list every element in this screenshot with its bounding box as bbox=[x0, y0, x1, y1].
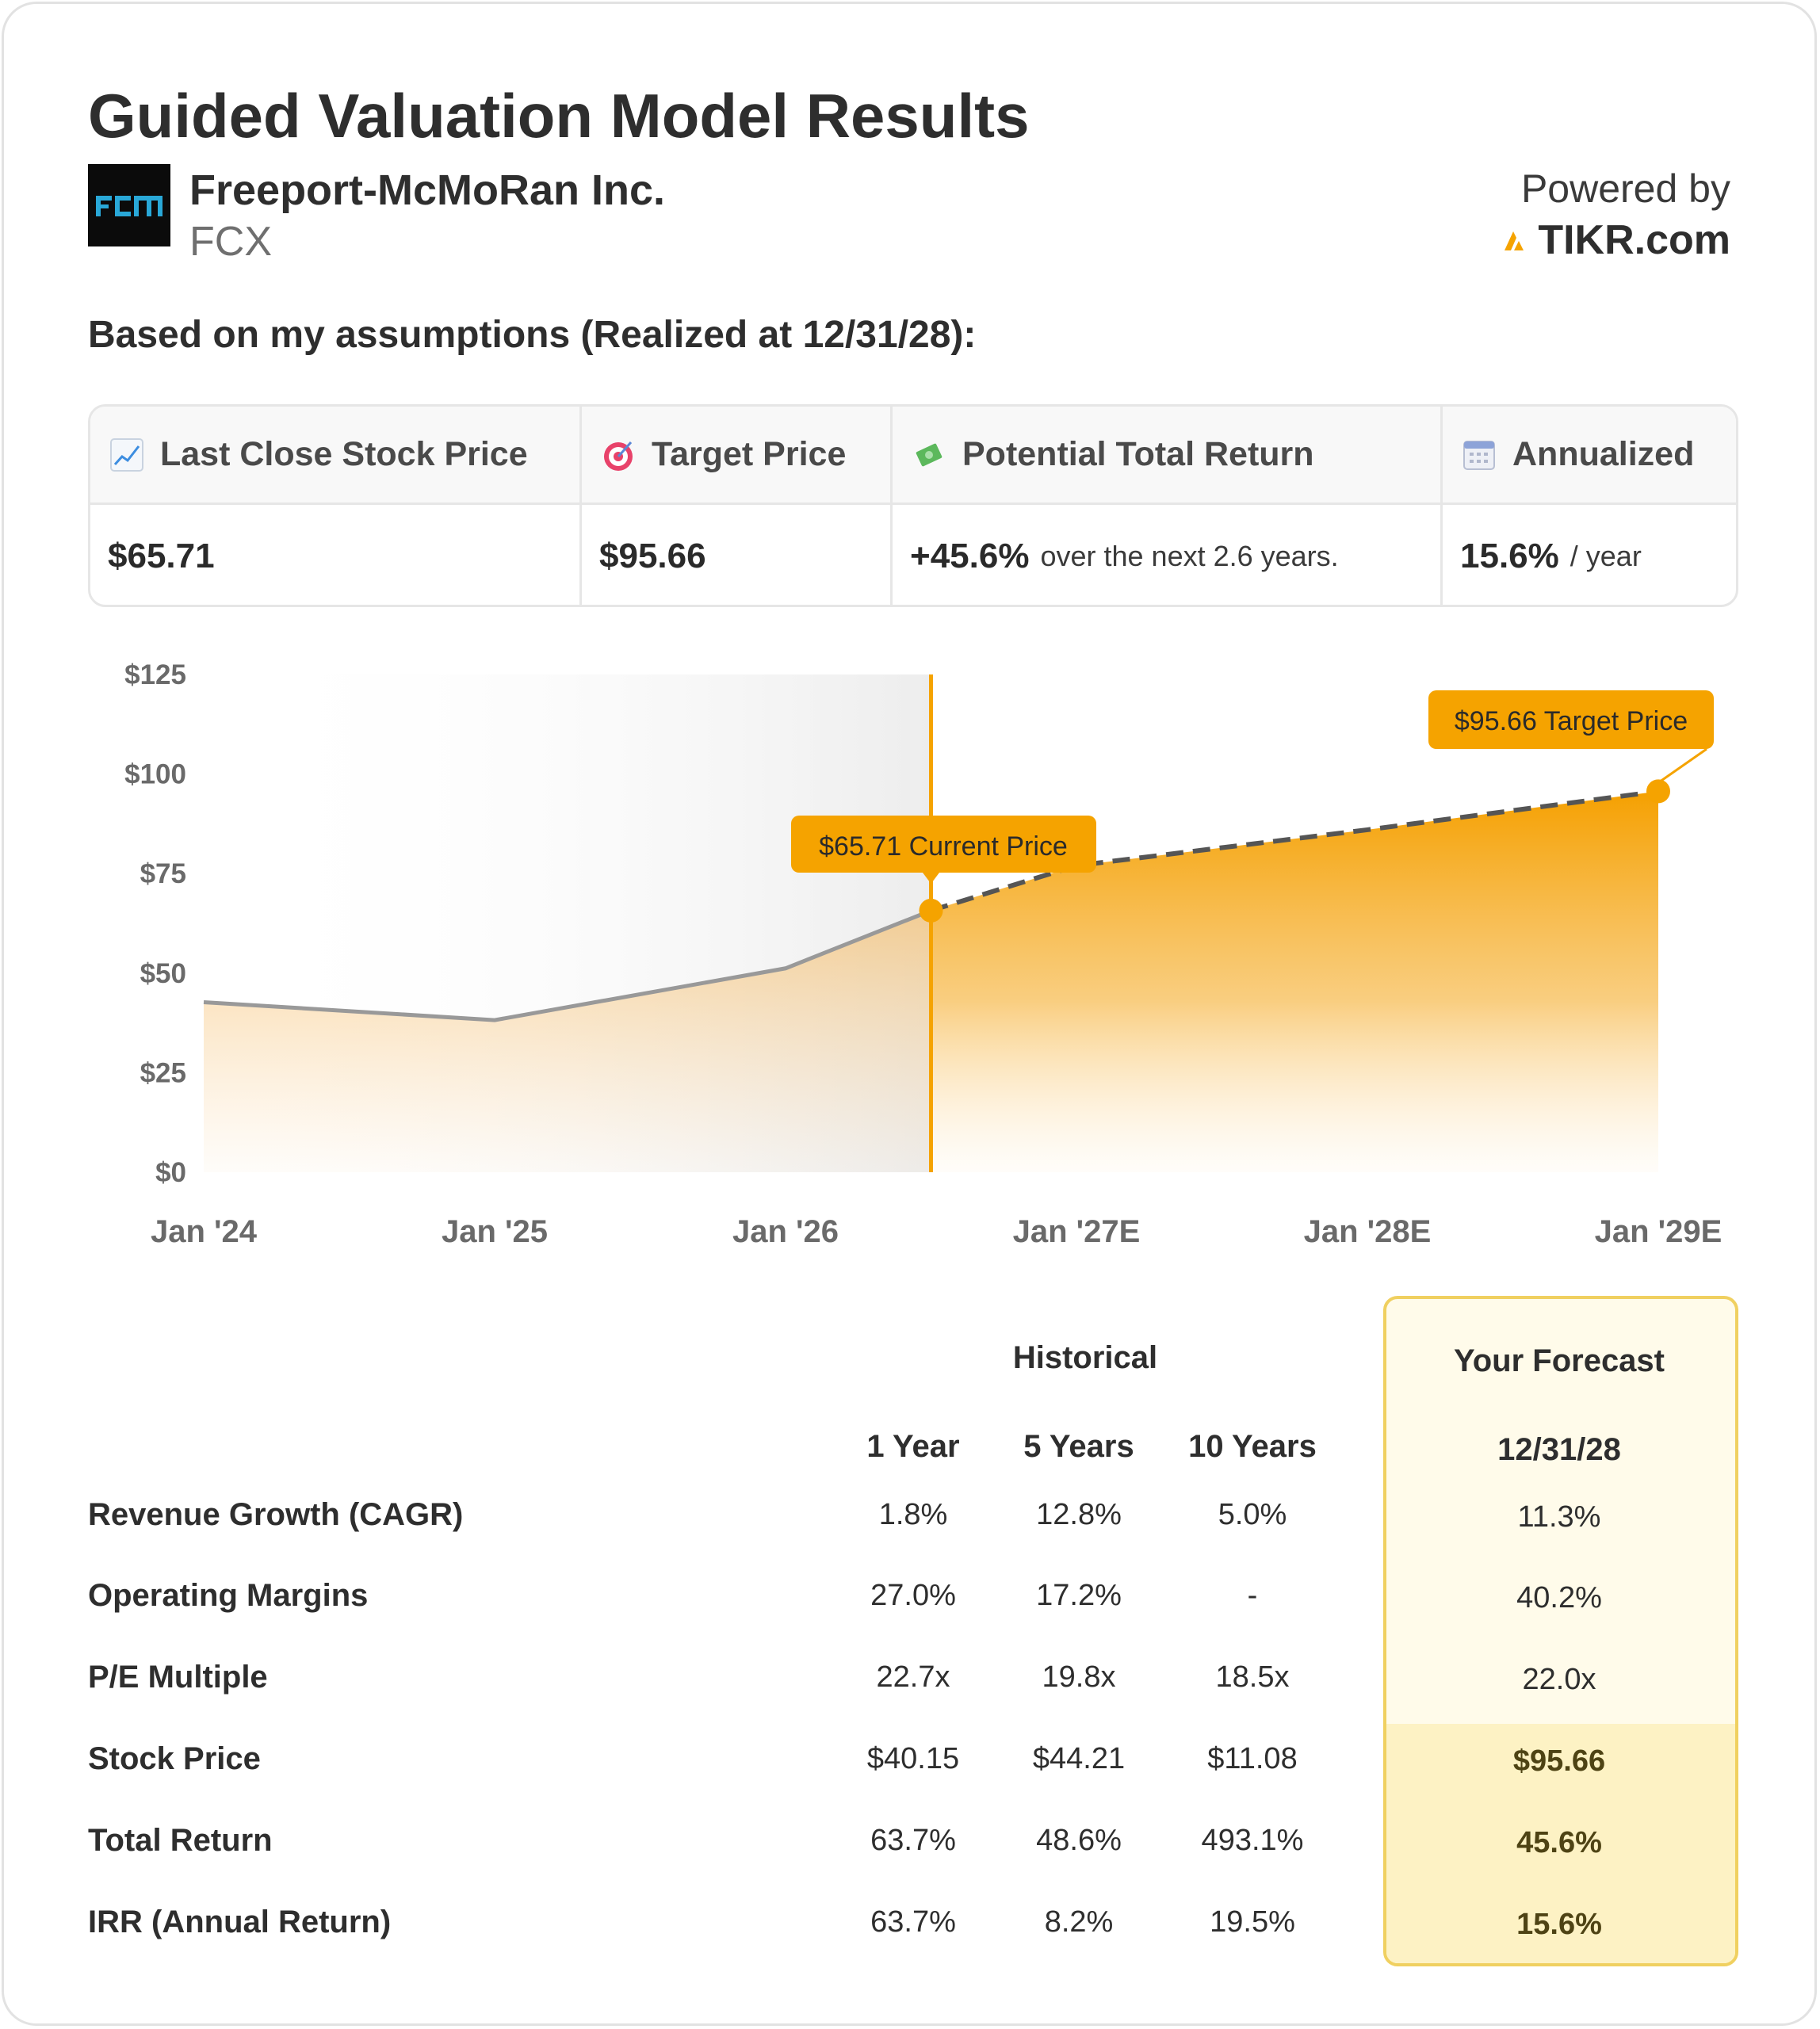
x-tick-label: Jan '24 bbox=[151, 1214, 258, 1249]
current-price-callout bbox=[791, 816, 1096, 873]
powered-by-label: Powered by bbox=[1520, 166, 1730, 211]
table-cell: 19.5% bbox=[1210, 1905, 1295, 1939]
row-label: Revenue Growth (CAGR) bbox=[88, 1497, 464, 1532]
forecast-cell: 15.6% bbox=[1516, 1908, 1602, 1941]
y-tick-label: $0 bbox=[155, 1157, 186, 1188]
last-close-value: $65.71 bbox=[108, 536, 215, 575]
annualized-note: / year bbox=[1570, 539, 1642, 572]
col-header-1-year: 1 Year bbox=[866, 1429, 960, 1464]
x-tick-label: Jan '26 bbox=[732, 1214, 839, 1249]
y-tick-label: $125 bbox=[124, 659, 186, 690]
target-price-label: Target Price bbox=[652, 435, 847, 473]
potential-return-value: +45.6% bbox=[910, 536, 1030, 575]
table-cell: 19.8x bbox=[1042, 1660, 1116, 1694]
table-cell: $11.08 bbox=[1207, 1742, 1298, 1775]
target-price-value: $95.66 bbox=[599, 536, 706, 575]
money-with-wings-icon bbox=[916, 443, 942, 466]
tikr-logo-icon bbox=[1505, 231, 1524, 250]
table-cell: 12.8% bbox=[1036, 1498, 1122, 1531]
page-title: Guided Valuation Model Results bbox=[88, 81, 1030, 151]
row-label: IRR (Annual Return) bbox=[88, 1905, 392, 1939]
summary-col-return: Potential Total Return +45.6% over the n… bbox=[893, 407, 1443, 605]
last-close-label: Last Close Stock Price bbox=[160, 435, 528, 473]
target-price-connector bbox=[1654, 747, 1707, 786]
col-header-5-years: 5 Years bbox=[1023, 1429, 1134, 1464]
row-label: Operating Margins bbox=[88, 1578, 369, 1613]
target-price-callout bbox=[1428, 690, 1714, 749]
current-price-callout-text: $65.71 Current Price bbox=[819, 831, 1068, 862]
table-cell: - bbox=[1247, 1579, 1258, 1612]
row-label: Stock Price bbox=[88, 1741, 261, 1776]
forecast-cell: 40.2% bbox=[1516, 1581, 1602, 1614]
potential-return-note: over the next 2.6 years. bbox=[1040, 539, 1339, 572]
forecast-line bbox=[930, 789, 1659, 913]
forecast-cell: 22.0x bbox=[1522, 1663, 1596, 1696]
forecast-highlight bbox=[1386, 1724, 1735, 1963]
calendar-icon bbox=[1463, 440, 1495, 470]
table-cell: 27.0% bbox=[870, 1579, 956, 1612]
chart-increasing-icon bbox=[110, 438, 143, 472]
y-tick-label: $50 bbox=[140, 958, 186, 989]
table-cell: $44.21 bbox=[1032, 1742, 1126, 1775]
summary-col-last-close: Last Close Stock Price $65.71 bbox=[90, 407, 582, 605]
forecast-area bbox=[931, 791, 1658, 1172]
table-cell: 8.2% bbox=[1044, 1905, 1114, 1939]
fcx-logo-icon bbox=[88, 164, 170, 246]
table-cell: 63.7% bbox=[870, 1824, 956, 1857]
row-label: P/E Multiple bbox=[88, 1660, 268, 1695]
col-header-10-years: 10 Years bbox=[1188, 1429, 1317, 1464]
forecast-cell: 45.6% bbox=[1516, 1826, 1602, 1859]
brand-name: TIKR.com bbox=[1538, 217, 1730, 263]
forecast-cell: 11.3% bbox=[1517, 1500, 1601, 1534]
assumptions-subtitle: Based on my assumptions (Realized at 12/… bbox=[88, 314, 977, 356]
company-name: Freeport-McMoRan Inc. bbox=[189, 166, 666, 214]
table-cell: 63.7% bbox=[870, 1905, 956, 1939]
historical-header: Historical bbox=[1012, 1340, 1158, 1375]
table-cell: 17.2% bbox=[1036, 1579, 1122, 1612]
x-tick-label: Jan '29E bbox=[1595, 1214, 1722, 1249]
x-tick-label: Jan '27E bbox=[1013, 1214, 1141, 1249]
y-tick-label: $75 bbox=[140, 858, 186, 889]
summary-col-target: Target Price $95.66 bbox=[582, 407, 893, 605]
forecast-header: Your Forecast bbox=[1454, 1343, 1665, 1378]
summary-table: Last Close Stock Price $65.71 Target Pri… bbox=[88, 404, 1738, 607]
y-tick-label: $100 bbox=[124, 759, 186, 790]
annualized-label: Annualized bbox=[1512, 435, 1695, 473]
target-price-callout-text: $95.66 Target Price bbox=[1455, 706, 1688, 736]
table-cell: 493.1% bbox=[1201, 1824, 1304, 1857]
annualized-value: 15.6% bbox=[1460, 536, 1559, 575]
brand-link[interactable]: TIKR.com bbox=[1503, 216, 1730, 264]
x-tick-label: Jan '25 bbox=[442, 1214, 548, 1249]
table-cell: $40.15 bbox=[866, 1742, 960, 1775]
current-price-callout-pointer bbox=[921, 871, 941, 884]
y-tick-label: $25 bbox=[140, 1057, 186, 1088]
forecast-column bbox=[1383, 1296, 1738, 1966]
historical-line bbox=[203, 908, 932, 1022]
table-cell: 18.5x bbox=[1215, 1660, 1290, 1694]
forecast-date-header: 12/31/28 bbox=[1497, 1432, 1621, 1467]
table-cell: 1.8% bbox=[878, 1498, 948, 1531]
row-label: Total Return bbox=[88, 1823, 273, 1858]
company-ticker: FCX bbox=[189, 219, 272, 265]
table-cell: 5.0% bbox=[1218, 1498, 1287, 1531]
target-icon bbox=[604, 441, 633, 471]
potential-return-label: Potential Total Return bbox=[962, 435, 1314, 473]
target-price-point bbox=[1646, 779, 1670, 804]
current-price-point bbox=[919, 898, 943, 923]
forecast-cell: $95.66 bbox=[1512, 1744, 1606, 1778]
summary-col-annualized: Annualized 15.6% / year bbox=[1443, 407, 1736, 605]
table-cell: 48.6% bbox=[1036, 1824, 1122, 1857]
price-chart: $0 $25 $50 $75 $100 $125 Jan '24 Jan '25 Jan '26… bbox=[124, 659, 1722, 1249]
x-tick-label: Jan '28E bbox=[1304, 1214, 1432, 1249]
company-logo bbox=[88, 164, 170, 246]
table-cell: 22.7x bbox=[876, 1660, 950, 1694]
